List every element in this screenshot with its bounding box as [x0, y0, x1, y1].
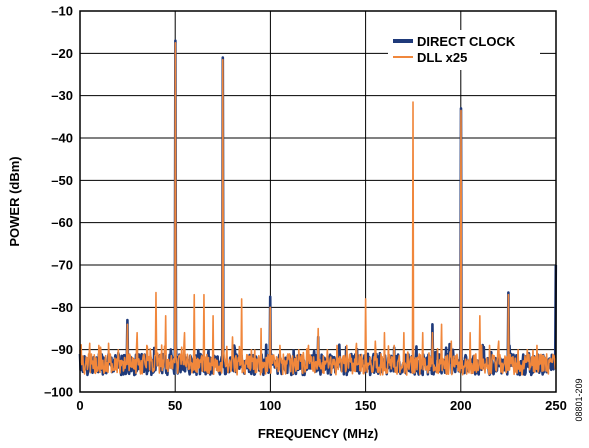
series-line — [79, 41, 557, 376]
y-tick-label: –70 — [51, 258, 73, 273]
y-tick-label: –20 — [51, 46, 73, 61]
y-tick-label: –90 — [51, 342, 73, 357]
y-tick-label: –80 — [51, 300, 73, 315]
y-tick-label: –50 — [51, 173, 73, 188]
x-tick-label: 200 — [450, 398, 472, 413]
plot-frame — [79, 10, 557, 393]
x-tick-label: 100 — [260, 398, 282, 413]
figure-id: 08801-209 — [574, 378, 584, 421]
legend-label-direct-clock: DIRECT CLOCK — [417, 34, 516, 49]
x-tick-label: 150 — [355, 398, 377, 413]
y-tick-label: –40 — [51, 131, 73, 146]
y-tick-label: –30 — [51, 88, 73, 103]
x-tick-label: 0 — [76, 398, 83, 413]
y-tick-label: –10 — [51, 4, 73, 19]
legend: DIRECT CLOCK DLL x25 — [388, 30, 540, 70]
y-tick-label: –60 — [51, 215, 73, 230]
y-tick-labels: –10 –20 –30 –40 –50 –60 –70 –80 –90 –100 — [44, 4, 73, 400]
x-tick-label: 50 — [168, 398, 182, 413]
x-axis-label: FREQUENCY (MHz) — [258, 426, 378, 441]
legend-background — [388, 30, 540, 70]
x-tick-label: 250 — [545, 398, 567, 413]
legend-label-dll-x25: DLL x25 — [417, 50, 467, 65]
x-tick-labels: 0 50 100 150 200 250 — [76, 398, 566, 413]
y-tick-label: –100 — [44, 385, 73, 400]
y-axis-label: POWER (dBm) — [7, 156, 22, 246]
